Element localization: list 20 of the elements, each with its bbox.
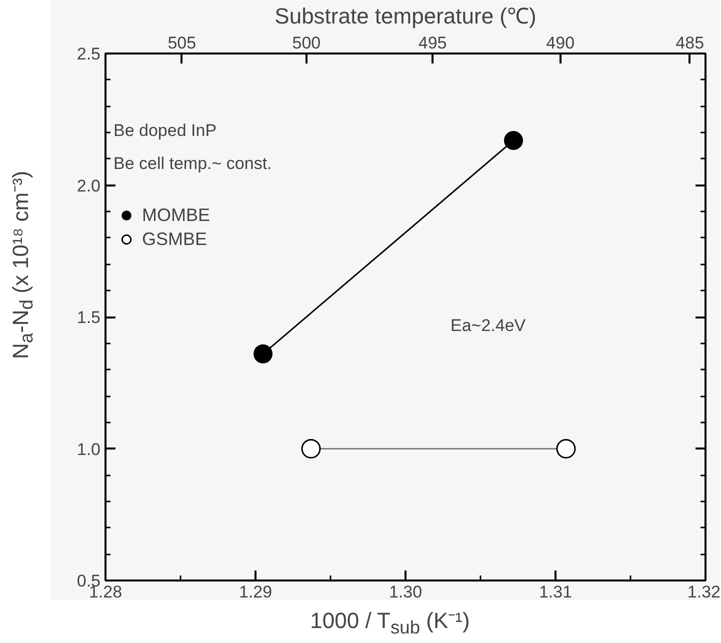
x2-tick-label: 505 (168, 34, 196, 52)
y-tick-label: 1.0 (76, 440, 101, 459)
x2-axis-title: Substrate temperature (℃) (274, 4, 536, 28)
x2-tick-label: 495 (418, 34, 447, 52)
y-tick-label: 2.5 (76, 44, 101, 64)
annotation: Be cell temp.~ const. (114, 154, 272, 173)
y-tick-label: 2.0 (76, 176, 101, 196)
x-axis-title: 1000 / T$_{sub}$ (K⁻¹) (309, 607, 471, 640)
legend-label: MOMBE (142, 204, 210, 226)
x2-tick-label: 490 (546, 34, 575, 52)
annotation: Ea~2.4eV (450, 316, 526, 335)
x-tick-label: 1.31 (538, 582, 572, 602)
annotation: Be doped InP (114, 121, 217, 140)
x-tick-label: 1.30 (388, 582, 422, 602)
y-tick-label: 1.5 (76, 308, 101, 327)
x-tick-label: 1.29 (238, 582, 272, 602)
x2-tick-label: 500 (292, 34, 321, 52)
x2-tick-label: 485 (676, 34, 704, 52)
legend-label: GSMBE (142, 228, 208, 250)
x-tick-label: 1.32 (687, 582, 721, 602)
